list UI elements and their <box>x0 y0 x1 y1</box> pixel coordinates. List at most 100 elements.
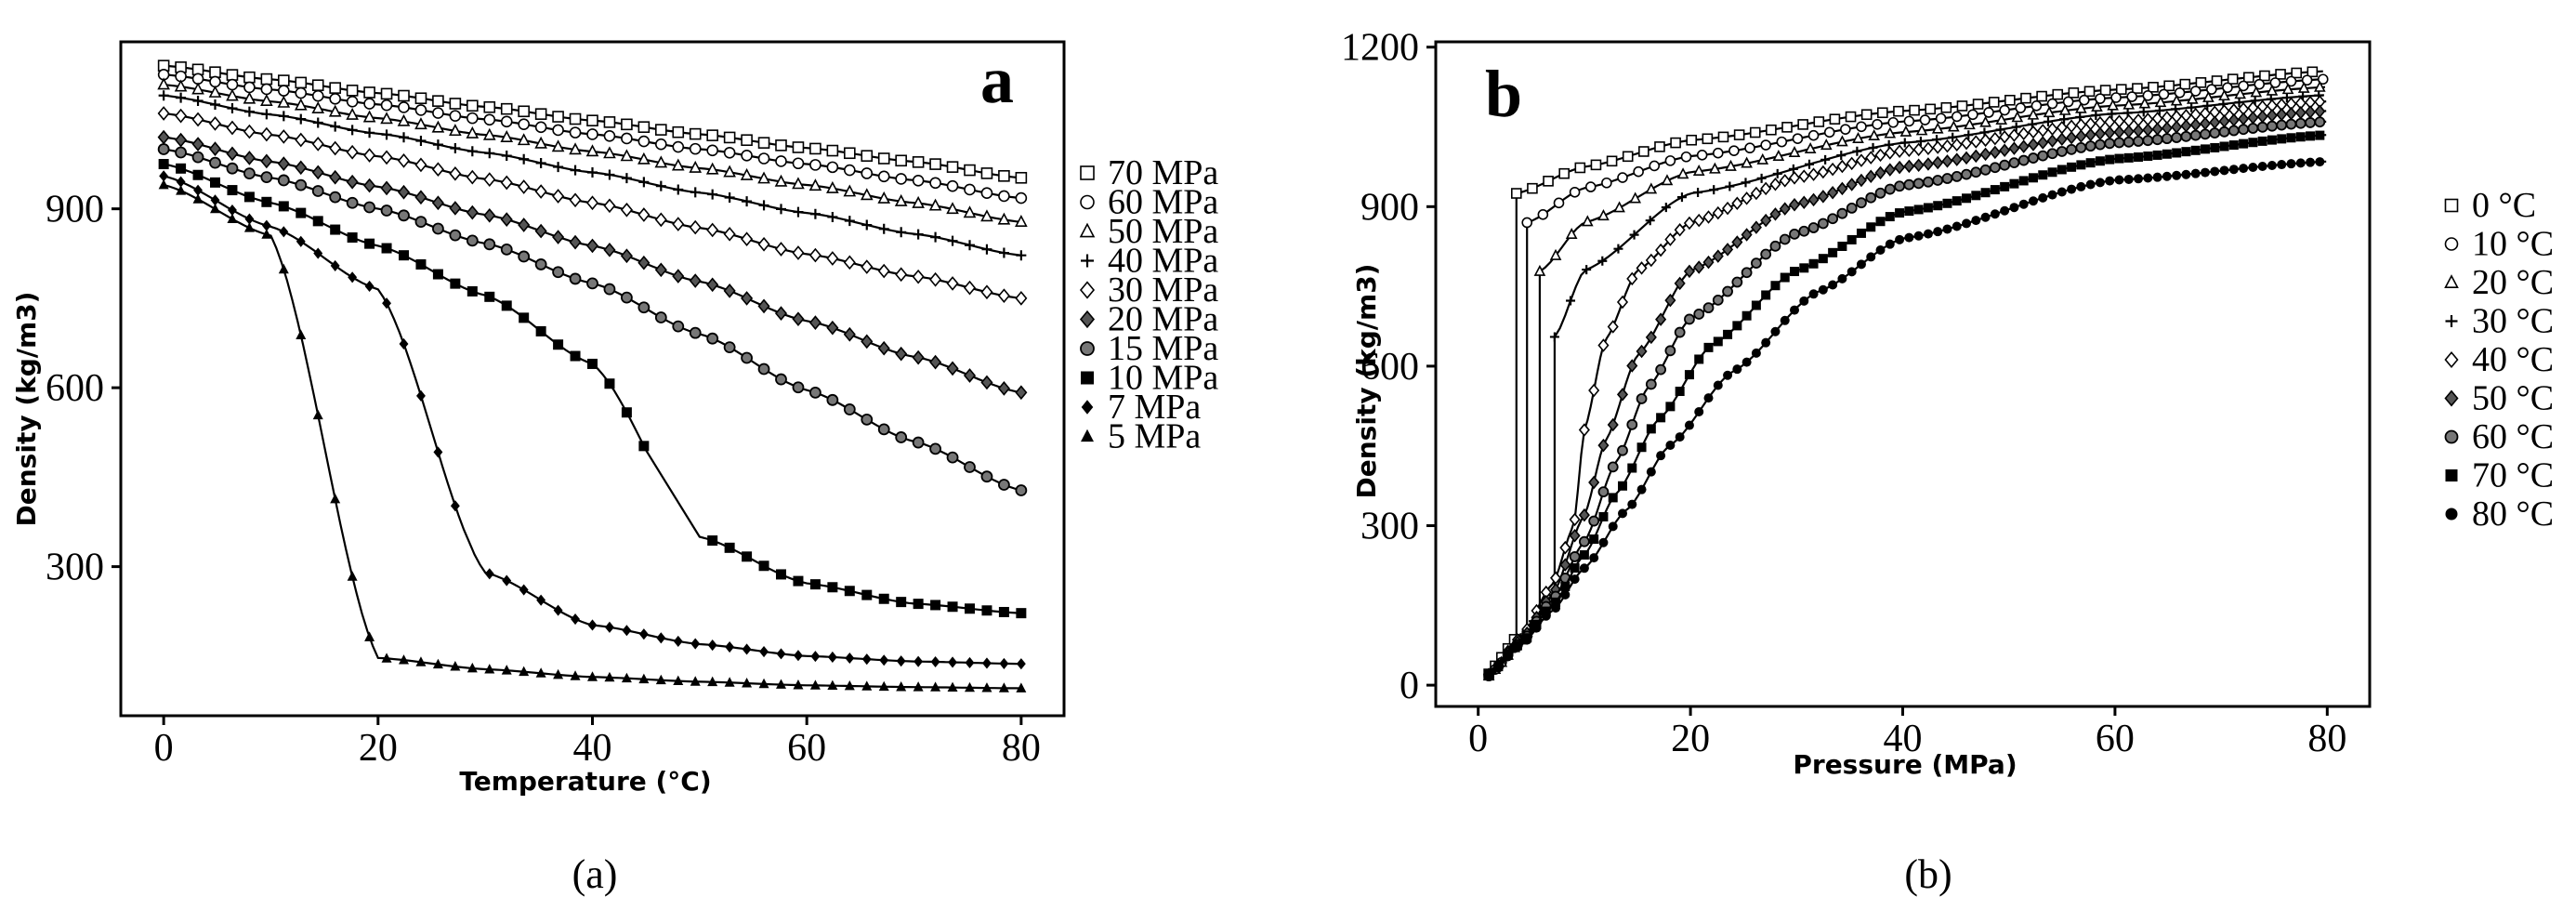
chart-b-point-40-c-63 <box>2084 116 2096 131</box>
chart-b-point-70-c-46 <box>1923 203 1933 213</box>
chart-b-point-70-c-30 <box>1770 281 1781 291</box>
chart-a-legend-label-70-mpa: 70 MPa <box>1108 153 1218 192</box>
chart-a-point-20-mpa-40.0 <box>585 238 599 254</box>
chart-a-point-20-mpa-30.4 <box>483 207 496 223</box>
chart-a-point-70-mpa-73.6 <box>946 161 959 173</box>
chart-b-point-60-c-52 <box>1979 164 1991 176</box>
chart-b-point-0-c-29 <box>1893 105 1904 117</box>
chart-b-point-70-c-73 <box>2181 147 2191 157</box>
chart-b-panel-label: b <box>1485 57 1522 131</box>
chart-b-point-80-c-43 <box>1895 234 1905 244</box>
chart-b-point-20-c-17 <box>1661 174 1674 186</box>
chart-b-point-60-c-84 <box>2285 118 2297 130</box>
chart-b-point-60-c-26 <box>1731 276 1743 288</box>
chart-b-point-80-c-35 <box>1818 284 1828 295</box>
chart-b-point-70-c-36 <box>1828 247 1838 257</box>
chart-b-point-60-c-73 <box>2180 130 2192 142</box>
chart-b-point-50-c-27 <box>1741 228 1753 242</box>
chart-b-point-60-c-62 <box>2075 142 2087 153</box>
chart-a-point-10-mpa-59.2 <box>793 575 804 587</box>
chart-b-point-60-c-16 <box>1636 393 1648 404</box>
chart-b-point-40-c-43 <box>1894 144 1906 158</box>
chart-a-point-5-mpa-41.6 <box>604 671 615 682</box>
chart-a-point-70-mpa-48.0 <box>672 125 685 138</box>
chart-b-point-50-c-82 <box>2266 109 2278 123</box>
chart-b-point-20-c-11 <box>1565 227 1578 240</box>
chart-b-point-70-c-47 <box>1933 201 1943 211</box>
chart-b-point-60-c-77 <box>2218 125 2230 138</box>
chart-b-point-60-c-71 <box>2161 133 2173 145</box>
chart-b-point-70-c-28 <box>1751 300 1761 310</box>
chart-a-point-30-mpa-33.6 <box>518 179 531 194</box>
chart-b-point-20-c-35 <box>1947 120 1960 132</box>
chart-b-point-60-c-86 <box>2305 117 2316 128</box>
chart-b-point-10-c-57 <box>2317 73 2329 86</box>
chart-b-point-10-c-19 <box>1712 147 1724 159</box>
chart-b-point-60-c-38 <box>1846 202 1858 214</box>
chart-b-point-50-c-34 <box>1807 192 1820 207</box>
chart-a-point-40-mpa-62.4 <box>827 211 838 222</box>
chart-a-point-40-mpa-44.8 <box>638 177 650 188</box>
chart-a-point-60-mpa-25.6 <box>432 107 444 119</box>
chart-a-point-5-mpa-20.8 <box>381 653 392 663</box>
chart-a-point-60-mpa-64.0 <box>844 164 856 177</box>
chart-b-x-tick-label-40: 40 <box>1884 718 1923 760</box>
chart-a-point-30-mpa-76.8 <box>980 284 993 300</box>
chart-a-point-20-mpa-12.8 <box>295 160 308 176</box>
chart-b-point-0-c-42 <box>2099 85 2111 96</box>
chart-a-point-30-mpa-65.6 <box>861 259 874 274</box>
chart-b-legend-marker-30-c <box>2445 315 2458 327</box>
chart-b-point-50-c-18 <box>1655 312 1667 326</box>
chart-a-point-15-mpa-49.6 <box>689 326 702 339</box>
chart-b-point-40-c-36 <box>1827 162 1839 177</box>
chart-a-point-70-mpa-51.2 <box>706 129 718 141</box>
chart-b-point-40-c-22 <box>1693 213 1705 228</box>
chart-a-point-5-mpa-51.2 <box>707 676 718 687</box>
chart-b-point-20-c-47 <box>2138 97 2151 109</box>
chart-a-point-5-mpa-17.6 <box>347 571 358 581</box>
chart-a-point-30-mpa-59.2 <box>792 245 805 260</box>
chart-a-point-60-mpa-38.4 <box>569 126 582 138</box>
chart-a-point-15-mpa-44.8 <box>637 301 651 314</box>
chart-a-point-70-mpa-14.4 <box>311 79 324 91</box>
chart-a-point-10-mpa-51.2 <box>707 535 718 547</box>
chart-a-point-5-mpa-73.6 <box>947 681 958 692</box>
chart-a-point-50-mpa-11.2 <box>277 95 291 108</box>
chart-b-point-50-c-58 <box>2037 136 2049 150</box>
chart-b-series-50-c <box>1483 104 2327 681</box>
chart-a-point-15-mpa-62.4 <box>826 393 839 406</box>
chart-b-point-40-c-49 <box>1951 138 1963 152</box>
chart-b-point-60-c-24 <box>1712 294 1724 306</box>
chart-a-point-5-mpa-33.6 <box>519 666 530 677</box>
chart-b-point-60-c-11 <box>1588 515 1600 527</box>
chart-a-point-60-mpa-72.0 <box>929 177 941 190</box>
chart-a-point-40-mpa-0.0 <box>158 90 169 101</box>
chart-b-point-0-c-53 <box>2275 69 2286 80</box>
chart-b-point-70-c-84 <box>2286 133 2296 143</box>
chart-a-point-5-mpa-0.0 <box>158 178 169 190</box>
chart-a-point-15-mpa-35.2 <box>534 258 547 270</box>
chart-b-point-0-c-22 <box>1781 122 1793 133</box>
chart-a-point-20-mpa-78.4 <box>997 381 1010 396</box>
chart-b-line-60-c <box>1488 120 2327 676</box>
chart-b-point-20-c-46 <box>2123 98 2136 110</box>
chart-a: 0 20 40 60 80 300 600 900 a Temperature (°C) De… <box>11 40 1218 897</box>
chart-a-point-10-mpa-80.0 <box>1016 608 1027 619</box>
chart-b-point-80-c-27 <box>1741 357 1752 367</box>
chart-b-y-tick-label-600: 600 <box>1360 346 1419 389</box>
chart-b-point-40-c-25 <box>1722 201 1734 216</box>
chart-b-point-20-c-26 <box>1804 141 1817 154</box>
chart-a-point-70-mpa-27.2 <box>449 98 462 110</box>
chart-a-point-40-mpa-41.6 <box>604 169 615 180</box>
chart-b-point-50-c-65 <box>2104 125 2116 139</box>
chart-b-point-50-c-17 <box>1645 330 1657 345</box>
chart-b-point-30-c-34 <box>1915 137 1925 147</box>
chart-a-x-tick-label-80: 80 <box>1002 727 1041 770</box>
chart-b-point-70-c-62 <box>2076 160 2086 170</box>
chart-a-point-15-mpa-57.6 <box>775 373 787 386</box>
chart-a-point-50-mpa-36.8 <box>551 139 565 152</box>
chart-b-point-80-c-49 <box>1952 221 1962 231</box>
chart-a-point-70-mpa-49.6 <box>689 127 702 140</box>
chart-b-point-30-c-48 <box>2138 107 2149 117</box>
chart-b-point-80-c-32 <box>1790 305 1800 315</box>
